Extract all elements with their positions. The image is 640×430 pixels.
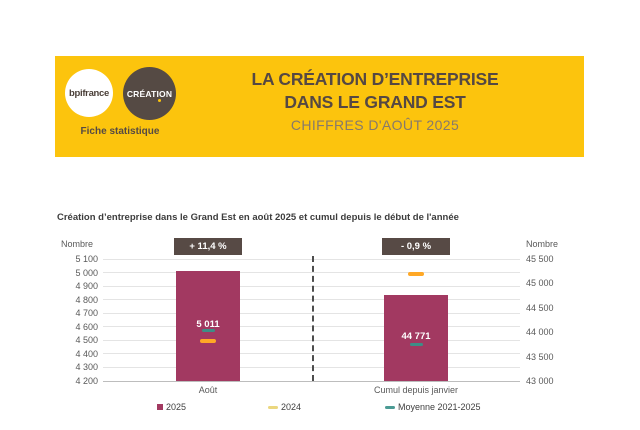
left-axis-tick: 4 800 <box>75 294 98 305</box>
left-axis-tick: 4 300 <box>75 362 98 373</box>
gridline <box>103 326 520 328</box>
right-axis-tick: 43 500 <box>526 351 554 362</box>
right-axis-tick: 45 000 <box>526 278 554 289</box>
banner-subtitle: CHIFFRES D'AOÛT 2025 <box>290 117 460 133</box>
bar-value-label: 5 011 <box>196 319 220 331</box>
marker-moyenne-2021-2025 <box>410 343 423 347</box>
legend-swatch-icon <box>385 405 395 409</box>
right-axis-tick: 45 500 <box>526 254 554 264</box>
bar-2025 <box>176 271 240 381</box>
marker-2024 <box>408 272 424 277</box>
variation-badge: - 0,9 % <box>382 238 450 255</box>
gridline <box>103 272 520 274</box>
gridline <box>103 299 520 301</box>
right-axis-tick: 44 000 <box>526 327 554 338</box>
marker-moyenne-2021-2025 <box>202 329 215 333</box>
gridline <box>103 339 520 341</box>
gridline <box>103 366 520 368</box>
creation-logo: CRÉATION <box>123 67 176 120</box>
legend-item-moyenne-2021-2025: Moyenne 2021-2025 <box>385 401 481 413</box>
gridline <box>103 258 520 260</box>
x-axis-baseline <box>103 380 520 382</box>
right-axis-unit-label: Nombre <box>526 239 559 249</box>
left-axis-tick: 4 700 <box>75 308 98 319</box>
left-axis-tick: 4 900 <box>75 281 98 292</box>
legend-item-2025: 2025 <box>157 401 186 413</box>
banner-title-line1: LA CRÉATION D’ENTREPRISE <box>251 69 499 89</box>
bar-chart-plot: 5 100 5 000 4 900 4 800 4 700 4 600 4 500 4 400… <box>75 238 554 395</box>
bpifrance-logo: bpifrance <box>65 69 113 117</box>
left-axis-unit-label: Nombre <box>61 239 94 249</box>
gridline <box>103 353 520 355</box>
x-axis-category-label: Août <box>198 385 218 395</box>
panel-divider-dashed-line <box>312 256 314 381</box>
legend-label: 2025 <box>166 402 187 412</box>
variation-badge: + 11,4 % <box>174 238 242 255</box>
header-banner: bpifrance CRÉATION Fiche statistique LA … <box>55 56 584 157</box>
legend-label: 2024 <box>281 402 302 412</box>
bpifrance-logo-text: bpifrance <box>68 87 110 99</box>
bar-2025 <box>384 294 448 381</box>
left-axis-tick: 4 500 <box>75 335 98 346</box>
legend-label: Moyenne 2021-2025 <box>398 402 481 412</box>
tagline: Fiche statistique <box>80 126 160 137</box>
chart-title: Création d’entreprise dans le Grand Est … <box>57 212 459 223</box>
left-axis-tick: 4 600 <box>75 321 98 332</box>
banner-title-line2: DANS LE GRAND EST <box>284 92 466 112</box>
creation-logo-yellow-dot-icon <box>158 99 161 102</box>
banner-title: LA CRÉATION D’ENTREPRISE DANS LE GRAND E… <box>220 68 530 133</box>
creation-logo-text: CRÉATION <box>126 88 173 99</box>
bar-value-label: 44 771 <box>401 330 431 342</box>
legend-swatch-icon <box>157 404 163 410</box>
marker-2024 <box>200 338 216 343</box>
x-axis-category-label: Cumul depuis janvier <box>373 385 459 395</box>
legend-item-2024: 2024 <box>268 401 301 413</box>
left-axis-tick: 5 000 <box>75 267 98 278</box>
right-axis-tick: 43 000 <box>526 376 554 386</box>
legend-swatch-icon <box>268 405 278 409</box>
left-axis-tick: 4 400 <box>75 348 98 359</box>
left-axis-tick: 5 100 <box>75 254 98 264</box>
left-axis-tick: 4 200 <box>75 376 98 386</box>
right-axis-tick: 44 500 <box>526 302 554 313</box>
gridline <box>103 312 520 314</box>
gridline <box>103 285 520 287</box>
